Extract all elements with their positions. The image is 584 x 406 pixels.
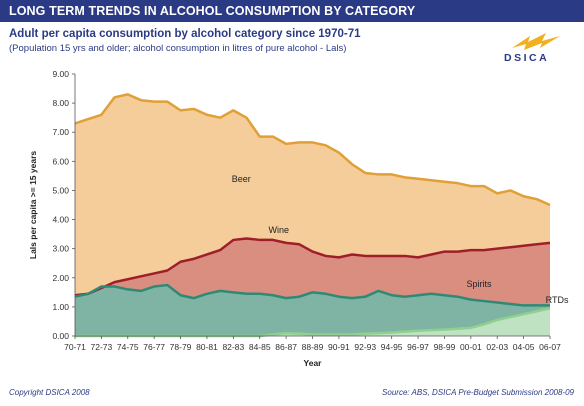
wine-label: Wine: [269, 225, 290, 235]
rtds-area: [75, 308, 550, 336]
chart-subtitle: Adult per capita consumption by alcohol …: [9, 28, 361, 40]
y-tick-label: 1.00: [52, 302, 69, 312]
area-chart: 0.00 1.00 2.00 3.00 4.00 5.00 6.00 7.00 8.00 9.00…: [28, 69, 569, 368]
x-tick-label: 00-01: [460, 342, 482, 352]
y-tick-label: 7.00: [52, 127, 69, 137]
x-tick-label: 92-93: [354, 342, 376, 352]
x-tick-label: 78-79: [170, 342, 192, 352]
x-tick-label: 94-95: [381, 342, 403, 352]
copyright-text: Copyright DSICA 2008: [9, 388, 90, 397]
x-tick-label: 90-91: [328, 342, 350, 352]
x-tick-label: 02-03: [486, 342, 508, 352]
y-tick-label: 6.00: [52, 156, 69, 166]
x-tick-label: 80-81: [196, 342, 218, 352]
chart-title-bar: LONG TERM TRENDS IN ALCOHOL CONSUMPTION …: [0, 0, 584, 22]
x-tick-label: 06-07: [539, 342, 561, 352]
y-axis-title: Lals per capita >= 15 years: [28, 151, 38, 259]
x-tick-label: 84-85: [249, 342, 271, 352]
x-tick-label: 76-77: [143, 342, 165, 352]
y-tick-label: 9.00: [52, 69, 69, 79]
x-tick-label: 74-75: [117, 342, 139, 352]
y-tick-label: 0.00: [52, 331, 69, 341]
x-tick-label: 82-83: [222, 342, 244, 352]
beer-line: [74, 93, 551, 207]
x-tick-label: 70-71: [64, 342, 86, 352]
wine-line: [74, 237, 551, 297]
x-axis-title: Year: [304, 358, 323, 368]
y-tick-label: 2.00: [52, 273, 69, 283]
chart-title: LONG TERM TRENDS IN ALCOHOL CONSUMPTION …: [9, 4, 416, 18]
beer-label: Beer: [232, 174, 251, 184]
y-tick-label: 4.00: [52, 215, 69, 225]
dsica-wave-logo-icon: [512, 33, 560, 50]
spirits-area: [75, 285, 550, 336]
x-tick-label: 88-89: [302, 342, 324, 352]
y-tick-label: 8.00: [52, 98, 69, 108]
x-tick-label: 98-99: [434, 342, 456, 352]
logo-text: DSICA: [504, 52, 550, 64]
chart-note: (Population 15 yrs and older; alcohol co…: [9, 43, 347, 54]
source-text: Source: ABS, DSICA Pre-Budget Submission…: [382, 388, 574, 397]
x-tick-label: 96-97: [407, 342, 429, 352]
spirits-line: [74, 283, 550, 307]
y-tick-label: 5.00: [52, 185, 69, 195]
spirits-label: Spirits: [466, 279, 492, 289]
x-tick-label: 04-05: [513, 342, 535, 352]
rtds-label: RTDs: [546, 295, 569, 305]
x-tick-label: 86-87: [275, 342, 297, 352]
y-tick-label: 3.00: [52, 244, 69, 254]
x-tick-label: 72-73: [91, 342, 113, 352]
